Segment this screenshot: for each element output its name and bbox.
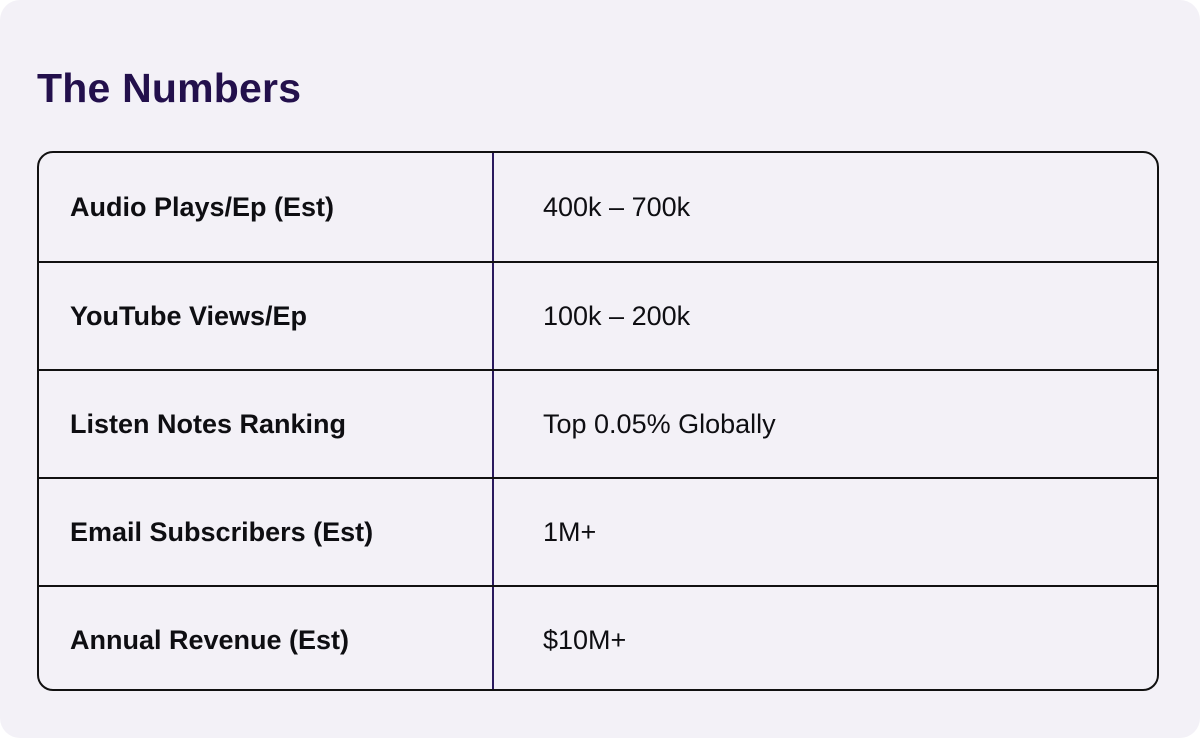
stats-table: Audio Plays/Ep (Est) 400k – 700k YouTube… bbox=[37, 151, 1159, 691]
row-label: Email Subscribers (Est) bbox=[39, 479, 494, 585]
row-label: YouTube Views/Ep bbox=[39, 263, 494, 369]
row-value: $10M+ bbox=[543, 624, 627, 655]
row-value: 400k – 700k bbox=[543, 191, 691, 222]
table-row: Listen Notes Ranking Top 0.05% Globally bbox=[39, 369, 1157, 477]
table-row: Email Subscribers (Est) 1M+ bbox=[39, 477, 1157, 585]
table-row: YouTube Views/Ep 100k – 200k bbox=[39, 261, 1157, 369]
row-label: Annual Revenue (Est) bbox=[39, 587, 494, 689]
row-label: Audio Plays/Ep (Est) bbox=[39, 153, 494, 261]
row-value: Top 0.05% Globally bbox=[543, 408, 776, 439]
table-row: Audio Plays/Ep (Est) 400k – 700k bbox=[39, 153, 1157, 261]
row-label: Listen Notes Ranking bbox=[39, 371, 494, 477]
table-row: Annual Revenue (Est) $10M+ bbox=[39, 585, 1157, 689]
row-value: 100k – 200k bbox=[543, 300, 691, 331]
page-title: The Numbers bbox=[37, 65, 302, 111]
row-value: 1M+ bbox=[543, 516, 597, 547]
